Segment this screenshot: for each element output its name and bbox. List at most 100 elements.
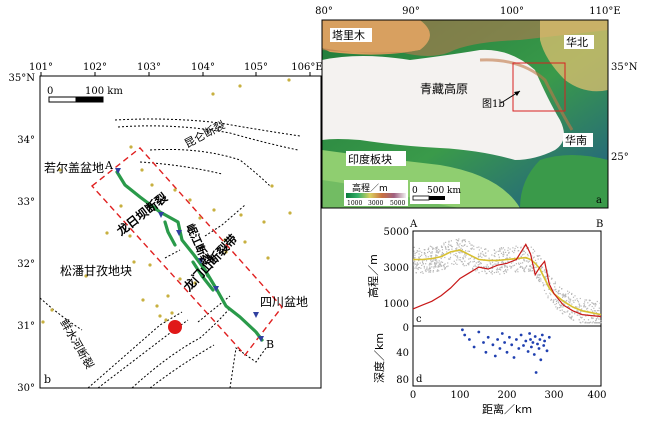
elevation-sample <box>419 250 421 252</box>
elevation-sample <box>482 266 485 268</box>
elevation-sample <box>430 252 432 254</box>
elevation-sample <box>503 272 505 275</box>
elevation-sample <box>428 250 430 252</box>
elevation-sample <box>570 298 572 300</box>
elevation-sample <box>543 269 546 271</box>
elevation-sample <box>473 265 475 267</box>
depth-points <box>461 328 551 374</box>
depth-point <box>530 345 533 349</box>
elevation-sample <box>547 274 549 276</box>
elevation-sample <box>463 244 465 246</box>
elevation-sample <box>502 247 504 249</box>
elevation-sample <box>527 261 529 263</box>
elevation-sample <box>544 271 546 273</box>
elevation-sample <box>496 267 498 269</box>
elevation-sample <box>434 265 436 267</box>
elevation-sample <box>511 266 513 268</box>
elevation-sample <box>455 248 457 250</box>
elevation-sample <box>538 280 540 283</box>
elevation-sample <box>549 292 551 294</box>
elevation-sample <box>466 245 468 247</box>
elevation-sample <box>559 293 561 295</box>
elevation-sample <box>564 296 566 298</box>
depth-point <box>532 353 536 356</box>
elevation-sample <box>513 264 516 266</box>
elevation-sample <box>504 270 506 272</box>
elevation-sample <box>468 241 470 243</box>
x-axis-label: 距离／km <box>482 402 532 416</box>
elevation-sample <box>515 263 517 265</box>
elevation-sample <box>488 270 490 272</box>
elevation-sample <box>486 264 488 266</box>
panel-tag-a: a <box>596 195 602 206</box>
elevation-sample <box>560 305 562 307</box>
elevation-sample <box>572 319 574 321</box>
elevation-sample <box>450 253 452 255</box>
elevation-sample <box>502 255 504 257</box>
label-bg <box>330 28 372 42</box>
elevation-sample <box>414 252 416 254</box>
elevation-sample <box>416 265 418 267</box>
elevation-sample <box>520 266 522 268</box>
elevation-sample <box>506 265 508 267</box>
elevation-sample <box>425 256 427 258</box>
elevation-sample <box>473 260 475 262</box>
station-markers <box>115 168 264 342</box>
elevation-sample <box>594 305 596 307</box>
elevation-sample <box>496 269 498 271</box>
elevation-sample <box>503 252 505 254</box>
elevation-sample <box>597 317 599 319</box>
elevation-sample <box>534 266 536 268</box>
elevation-sample <box>460 261 462 263</box>
elevation-sample <box>432 259 434 261</box>
elevation-sample <box>494 253 496 255</box>
depth-point <box>528 332 531 335</box>
elevation-sample <box>555 288 557 290</box>
elevation-sample <box>500 269 502 271</box>
profile-box <box>90 147 283 357</box>
elevation-sample <box>589 299 591 301</box>
elevation-sample <box>596 300 598 303</box>
elevation-sample <box>478 249 480 251</box>
elevation-sample <box>564 311 566 313</box>
elevation-sample <box>414 263 416 265</box>
elevation-sample <box>532 248 534 251</box>
elevation-sample <box>506 257 508 259</box>
elevation-sample <box>534 259 537 261</box>
elevation-sample <box>517 271 519 273</box>
elevation-sample <box>579 305 581 307</box>
elevation-sample <box>427 269 429 271</box>
elevation-sample <box>508 252 510 254</box>
elevation-sample <box>567 310 569 312</box>
elevation-sample <box>558 289 560 292</box>
elevation-sample <box>457 257 459 259</box>
elevation-sample <box>456 242 459 244</box>
elevation-sample <box>446 266 448 268</box>
elevation-sample <box>568 291 570 293</box>
elevation-sample <box>502 251 504 253</box>
elevation-sample <box>595 322 597 324</box>
elevation-sample <box>512 247 514 249</box>
elevation-sample <box>418 267 420 269</box>
elevation-sample <box>495 251 497 253</box>
elevation-sample <box>456 247 458 249</box>
lat-tick: 33° <box>17 197 35 208</box>
elevation-sample <box>439 266 441 268</box>
elevation-sample <box>502 254 504 256</box>
elevation-sample <box>574 295 576 297</box>
elevation-sample <box>422 272 424 274</box>
elevation-sample <box>568 301 570 303</box>
elevation-sample <box>554 303 556 306</box>
elevation-sample <box>491 270 493 272</box>
elevation-sample <box>444 263 446 265</box>
elevation-sample <box>500 252 503 254</box>
elevation-sample <box>440 254 442 256</box>
elevation-sample <box>469 242 471 244</box>
elevation-sample <box>592 310 594 312</box>
elevation-sample <box>425 263 427 265</box>
elevation-sample <box>445 247 447 249</box>
elevation-sample <box>537 277 540 279</box>
scale-bar-b: 0 100 km <box>47 86 123 103</box>
elevation-sample <box>564 295 566 297</box>
elevation-sample <box>571 315 573 317</box>
